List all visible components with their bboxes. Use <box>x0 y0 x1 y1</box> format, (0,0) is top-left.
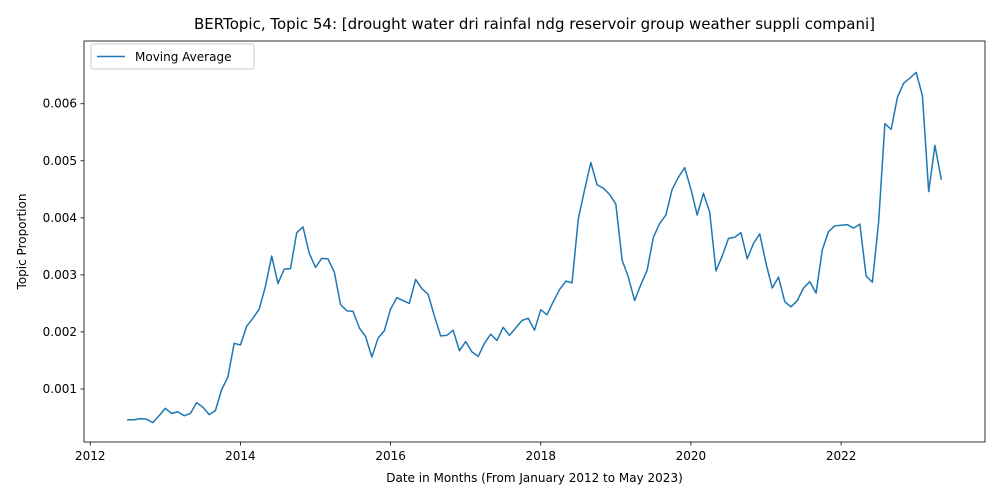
y-tick-label: 0.003 <box>43 268 77 282</box>
y-tick-label: 0.005 <box>43 154 77 168</box>
x-tick-label: 2014 <box>225 449 256 463</box>
y-axis: 0.001 0.002 0.003 0.004 0.005 0.006 <box>43 97 84 396</box>
y-tick-label: 0.004 <box>43 211 77 225</box>
x-axis: 2012 2014 2016 2018 2020 2022 <box>75 442 856 463</box>
chart-title: BERTopic, Topic 54: [drought water dri r… <box>194 15 875 33</box>
x-tick-label: 2016 <box>375 449 406 463</box>
x-tick-label: 2022 <box>826 449 857 463</box>
legend: Moving Average <box>90 43 255 70</box>
x-tick-label: 2012 <box>75 449 106 463</box>
plot-area <box>84 41 985 442</box>
y-tick-label: 0.006 <box>43 97 77 111</box>
y-axis-label: Topic Proportion <box>15 194 29 291</box>
y-tick-label: 0.001 <box>43 382 77 396</box>
legend-label: Moving Average <box>135 50 231 64</box>
plot-frame <box>83 40 986 443</box>
x-tick-label: 2018 <box>525 449 556 463</box>
x-axis-label: Date in Months (From January 2012 to May… <box>386 471 683 485</box>
legend-box <box>90 43 255 70</box>
x-tick-label: 2020 <box>676 449 707 463</box>
series-line-moving-average <box>127 71 943 424</box>
y-tick-label: 0.002 <box>43 325 77 339</box>
